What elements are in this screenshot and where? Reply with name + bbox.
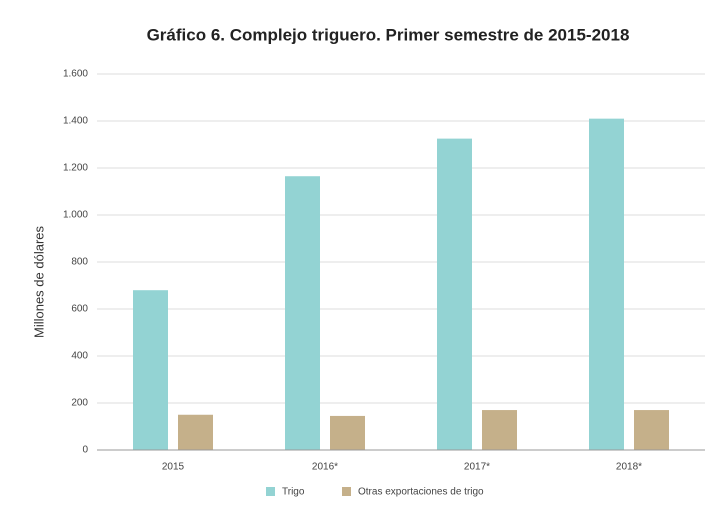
bar (285, 176, 320, 450)
x-tick-label: 2015 (162, 462, 185, 473)
y-tick-label: 1.400 (63, 116, 88, 127)
x-tick-label: 2017* (464, 462, 490, 473)
bar (133, 290, 168, 450)
x-tick-label: 2016* (312, 462, 338, 473)
bar (178, 414, 213, 450)
legend-swatch (342, 487, 351, 496)
y-tick-label: 400 (71, 351, 88, 362)
bar (634, 410, 669, 450)
y-tick-label: 1.200 (63, 163, 88, 174)
y-tick-label: 0 (82, 445, 88, 456)
legend-label: Otras exportaciones de trigo (358, 487, 484, 498)
chart-title: Gráfico 6. Complejo triguero. Primer sem… (147, 25, 630, 44)
bar (589, 118, 624, 451)
bar (437, 138, 472, 450)
legend-label: Trigo (282, 487, 305, 498)
y-tick-label: 800 (71, 257, 88, 268)
y-tick-label: 600 (71, 304, 88, 315)
y-tick-label: 1.600 (63, 69, 88, 80)
legend-swatch (266, 487, 275, 496)
bar (482, 410, 517, 450)
y-axis-label: Millones de dólares (31, 226, 46, 339)
y-tick-label: 200 (71, 398, 88, 409)
y-tick-label: 1.000 (63, 210, 88, 221)
x-tick-label: 2018* (616, 462, 642, 473)
bar (330, 415, 365, 450)
